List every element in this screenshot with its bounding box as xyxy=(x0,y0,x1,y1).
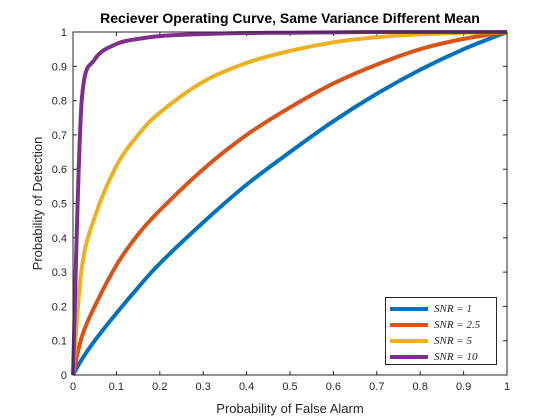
legend-item-snr-5: SNR = 5 xyxy=(390,333,492,349)
y-tick-label: 0.4 xyxy=(52,233,67,245)
x-tick-label: 0.6 xyxy=(326,381,341,393)
x-axis-label: Probability of False Alarm xyxy=(216,401,363,416)
y-tick-label: 0.6 xyxy=(52,164,67,176)
legend-label-snr-10: SNR = 10 xyxy=(434,351,478,363)
legend-item-snr-1: SNR = 1 xyxy=(390,301,492,317)
y-tick-label: 0 xyxy=(61,370,67,382)
x-tick-label: 0.3 xyxy=(196,381,211,393)
x-tick-label: 0.9 xyxy=(456,381,471,393)
legend-item-snr-2-5: SNR = 2.5 xyxy=(390,317,492,333)
x-tick-label: 0.7 xyxy=(369,381,384,393)
series-line-1 xyxy=(71,30,508,376)
legend-swatch-snr-1 xyxy=(390,307,428,311)
x-tick-label: 0.4 xyxy=(239,381,254,393)
x-tick-label: 0.8 xyxy=(413,381,428,393)
series-line-0 xyxy=(71,30,508,376)
y-tick-label: 1 xyxy=(61,27,67,39)
y-tick-label: 0.9 xyxy=(52,61,67,73)
x-tick-label: 0.5 xyxy=(282,381,297,393)
chart-title: Reciever Operating Curve, Same Variance … xyxy=(100,10,480,26)
legend-label-snr-2-5: SNR = 2.5 xyxy=(434,319,481,331)
legend-swatch-snr-2-5 xyxy=(390,323,428,327)
x-tick-label: 0.2 xyxy=(152,381,167,393)
x-tick-label: 1 xyxy=(504,381,510,393)
legend-swatch-snr-10 xyxy=(390,355,428,359)
y-tick-label: 0.5 xyxy=(52,199,67,211)
y-tick-label: 0.1 xyxy=(52,336,67,348)
legend-item-snr-10: SNR = 10 xyxy=(390,349,492,365)
y-tick-label: 0.2 xyxy=(52,301,67,313)
series-line-2 xyxy=(71,30,508,376)
legend-label-snr-1: SNR = 1 xyxy=(434,303,472,315)
x-tick-label: 0.1 xyxy=(109,381,124,393)
legend-swatch-snr-5 xyxy=(390,339,428,343)
x-tick-label: 0 xyxy=(70,381,76,393)
y-tick-label: 0.8 xyxy=(52,96,67,108)
legend: SNR = 1 SNR = 2.5 SNR = 5 SNR = 10 xyxy=(385,297,497,365)
y-axis-label: Probability of Detection xyxy=(30,137,45,271)
legend-label-snr-5: SNR = 5 xyxy=(434,335,472,347)
axes-box xyxy=(72,31,508,376)
y-tick-label: 0.3 xyxy=(52,267,67,279)
y-tick-label: 0.7 xyxy=(52,130,67,142)
